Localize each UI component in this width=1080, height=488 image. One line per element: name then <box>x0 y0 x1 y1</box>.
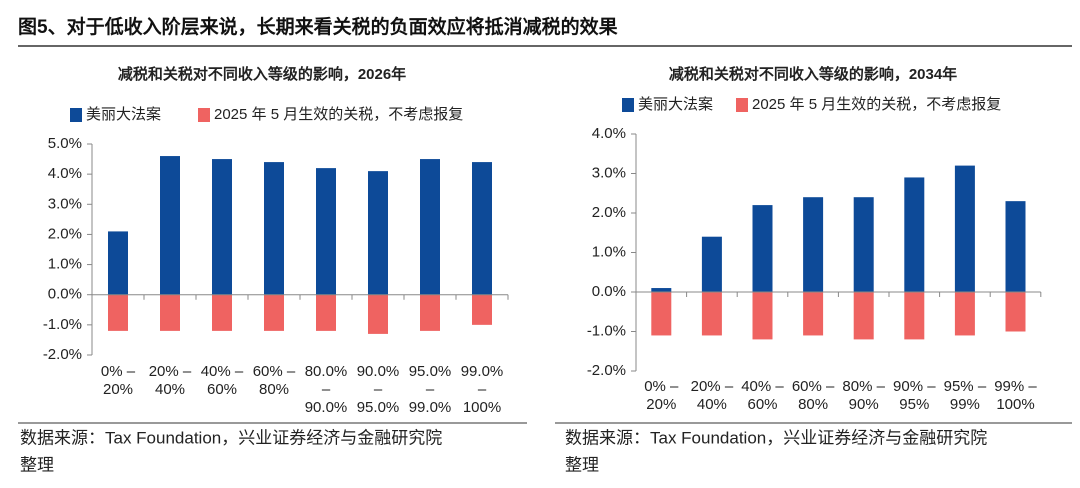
y-tick-label: 3.0% <box>592 164 626 181</box>
x-tick-label: 99% <box>950 396 980 413</box>
x-tick-label: 99% – <box>994 378 1037 395</box>
x-tick-label: 95% <box>899 396 929 413</box>
x-tick-label: 40% – <box>201 363 244 380</box>
bar <box>803 292 824 336</box>
bar <box>701 292 722 336</box>
source-note: 整理 <box>20 455 54 474</box>
bar <box>651 288 672 292</box>
x-tick-label: 100% <box>463 399 501 416</box>
x-tick-label: 0% – <box>644 378 679 395</box>
x-tick-label: 80% <box>259 381 289 398</box>
chart-title: 减税和关税对不同收入等级的影响，2026年 <box>118 65 406 83</box>
x-tick-label: 95% – <box>944 378 987 395</box>
bar <box>752 205 773 292</box>
figure-title: 图5、对于低收入阶层来说，长期来看关税的负面效应将抵消减税的效果 <box>18 15 618 38</box>
bar <box>853 292 874 340</box>
x-tick-label: 20% – <box>691 378 734 395</box>
y-tick-label: 1.0% <box>592 243 626 260</box>
x-tick-label: 90% <box>849 396 879 413</box>
x-tick-label: 80% – <box>842 378 885 395</box>
bar <box>420 159 440 295</box>
x-tick-label: 60% <box>747 396 777 413</box>
x-tick-label: 40% <box>155 381 185 398</box>
bar <box>368 294 388 334</box>
x-tick-label: – <box>478 381 487 398</box>
x-tick-label: 80% <box>798 396 828 413</box>
bar <box>701 236 722 292</box>
legend-label: 2025 年 5 月生效的关税，不考虑报复 <box>214 105 463 123</box>
bar <box>368 171 388 295</box>
bar <box>904 177 925 292</box>
x-tick-label: 90.0% <box>305 399 348 416</box>
bar <box>264 162 284 295</box>
bar <box>420 294 440 331</box>
y-tick-label: 4.0% <box>592 125 626 142</box>
y-tick-label: -1.0% <box>587 322 626 339</box>
bar <box>316 168 336 295</box>
x-tick-label: – <box>374 381 383 398</box>
y-tick-label: 0.0% <box>48 286 82 303</box>
bar <box>1005 292 1026 332</box>
source-note: 数据来源：Tax Foundation，兴业证券经济与金融研究院 <box>20 428 442 447</box>
legend-label: 美丽大法案 <box>638 95 713 113</box>
x-tick-label: – <box>322 381 331 398</box>
bar <box>853 197 874 292</box>
x-tick-label: 20% – <box>149 363 192 380</box>
x-tick-label: 80.0% <box>305 363 348 380</box>
bar <box>160 294 180 331</box>
chart-title: 减税和关税对不同收入等级的影响，2034年 <box>669 65 957 83</box>
bar <box>472 162 492 295</box>
x-tick-label: 0% – <box>101 363 136 380</box>
y-tick-label: -2.0% <box>43 346 82 363</box>
legend-swatch <box>736 98 748 112</box>
x-tick-label: 99.0% <box>409 399 452 416</box>
x-tick-label: 60% – <box>253 363 296 380</box>
bar <box>651 292 672 336</box>
y-tick-label: -1.0% <box>43 316 82 333</box>
x-tick-label: 40% <box>697 396 727 413</box>
legend-swatch <box>70 108 82 122</box>
bar <box>954 165 975 292</box>
y-tick-label: 5.0% <box>48 135 82 152</box>
x-tick-label: 99.0% <box>461 363 504 380</box>
y-tick-label: 1.0% <box>48 256 82 273</box>
bar <box>954 292 975 336</box>
x-tick-label: 60% <box>207 381 237 398</box>
x-tick-label: 40% – <box>741 378 784 395</box>
y-tick-label: 2.0% <box>48 225 82 242</box>
bar <box>316 294 336 331</box>
x-tick-label: – <box>426 381 435 398</box>
bar <box>108 294 128 331</box>
legend-label: 2025 年 5 月生效的关税，不考虑报复 <box>752 95 1001 113</box>
x-tick-label: 20% <box>646 396 676 413</box>
bar <box>264 294 284 331</box>
bar <box>803 197 824 292</box>
x-tick-label: 95.0% <box>409 363 452 380</box>
bar <box>108 231 128 295</box>
bar <box>1005 201 1026 292</box>
x-tick-label: 90% – <box>893 378 936 395</box>
x-tick-label: 20% <box>103 381 133 398</box>
bar <box>212 294 232 331</box>
y-tick-label: 4.0% <box>48 165 82 182</box>
legend-swatch <box>198 108 210 122</box>
bar <box>752 292 773 340</box>
x-tick-label: 100% <box>996 396 1034 413</box>
bar <box>904 292 925 340</box>
x-tick-label: 95.0% <box>357 399 400 416</box>
y-tick-label: 0.0% <box>592 283 626 300</box>
source-note: 整理 <box>565 455 599 474</box>
bar <box>212 159 232 295</box>
x-tick-label: 90.0% <box>357 363 400 380</box>
bar <box>472 294 492 325</box>
legend-label: 美丽大法案 <box>86 105 161 123</box>
y-tick-label: -2.0% <box>587 362 626 379</box>
x-tick-label: 60% – <box>792 378 835 395</box>
bar <box>160 156 180 295</box>
y-tick-label: 3.0% <box>48 195 82 212</box>
legend-swatch <box>622 98 634 112</box>
source-note: 数据来源：Tax Foundation，兴业证券经济与金融研究院 <box>565 428 987 447</box>
y-tick-label: 2.0% <box>592 204 626 221</box>
